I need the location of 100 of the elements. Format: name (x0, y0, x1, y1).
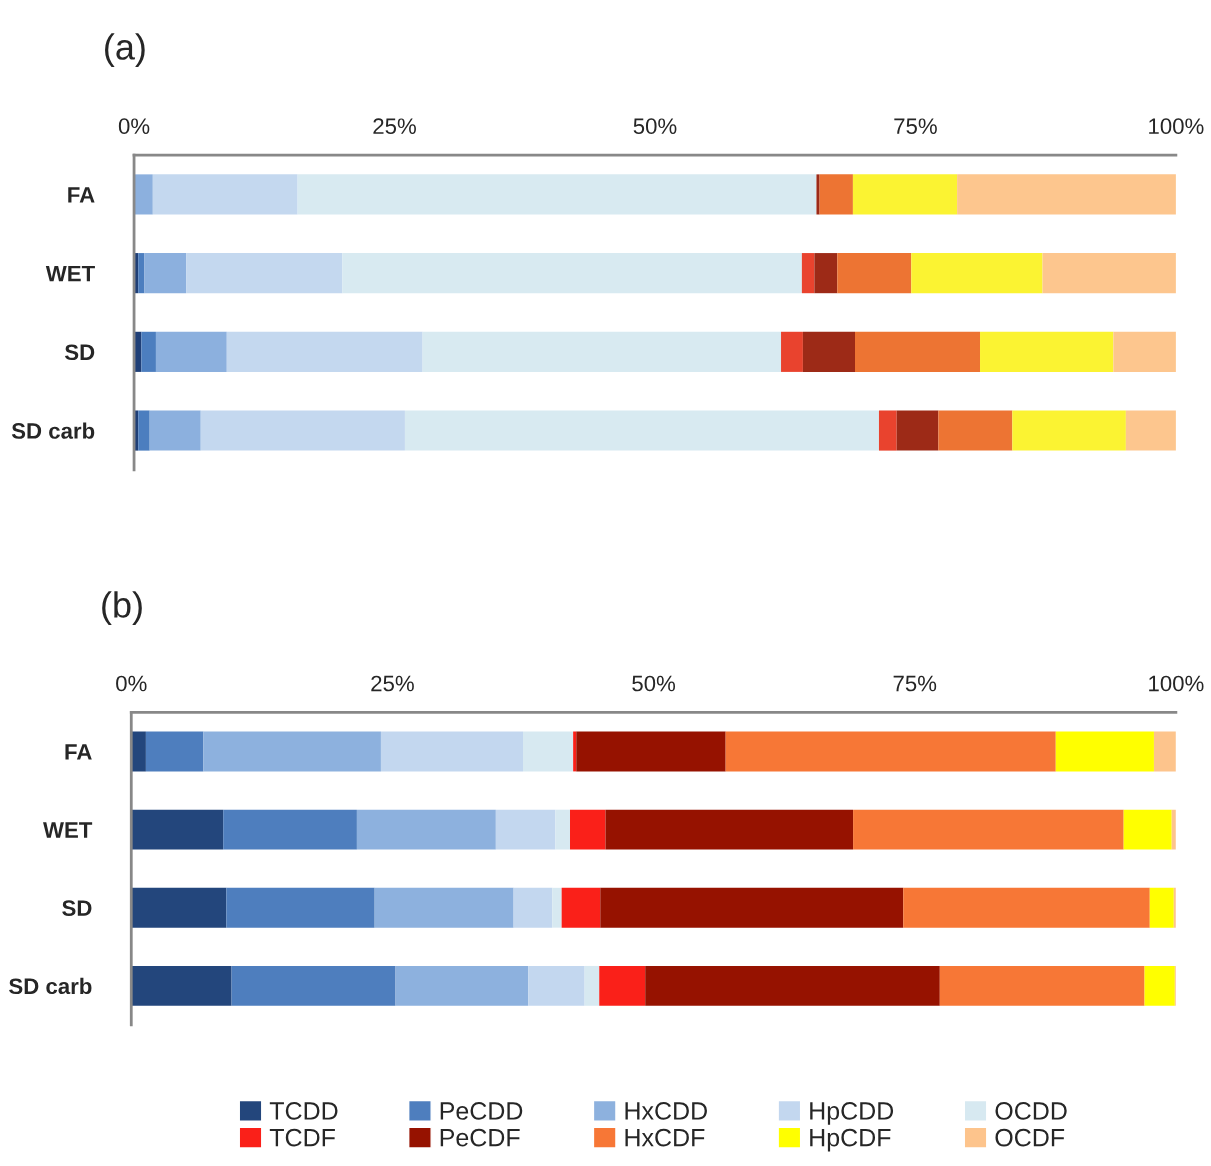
bar (561, 887, 601, 928)
y-tick-label: SD carb (9, 977, 92, 995)
chart-title: (a) (105, 33, 145, 67)
bar (573, 731, 577, 772)
legend-label: OCDF (995, 1128, 1065, 1147)
legend-label: TCDF (269, 1128, 335, 1147)
chart-title: (b) (102, 591, 142, 625)
x-tick-label: 75% (894, 118, 937, 135)
bar (144, 253, 187, 294)
bar (878, 410, 897, 451)
bar (801, 253, 815, 294)
x-tick-label: 100% (1149, 118, 1204, 135)
bar (584, 965, 600, 1006)
x-tick-label: 50% (633, 118, 677, 135)
bar (781, 331, 803, 372)
bar (356, 809, 496, 850)
legend-label: PeCDD (440, 1102, 523, 1120)
x-tick-label: 50% (632, 675, 676, 692)
bar (576, 731, 726, 772)
legend-label: TCDD (269, 1102, 338, 1120)
bar (380, 731, 523, 772)
bar (570, 809, 606, 850)
bar (155, 331, 227, 372)
bar (1149, 887, 1174, 928)
legend-label: HxCDD (625, 1102, 707, 1120)
bar (138, 253, 145, 294)
x-tick-label: 100% (1149, 675, 1204, 692)
bar (980, 331, 1114, 372)
bar (1012, 410, 1126, 451)
bar (853, 809, 1124, 850)
bar (896, 410, 939, 451)
bar (203, 731, 381, 772)
x-tick-label: 0% (116, 675, 147, 692)
bar (939, 965, 1145, 1006)
x-tick-label: 75% (893, 675, 937, 692)
bar (599, 965, 646, 1006)
legend-label: HxCDF (625, 1128, 705, 1147)
bar (837, 253, 912, 294)
x-tick-label: 25% (371, 675, 414, 692)
y-tick-label: WET (45, 265, 95, 282)
bar (395, 965, 529, 1006)
bar (523, 731, 574, 772)
legend-label: PeCDF (440, 1128, 520, 1147)
y-tick-label: SD carb (11, 422, 95, 439)
legend-label: HpCDD (810, 1102, 894, 1125)
x-tick-label: 0% (118, 118, 150, 135)
bar (1123, 809, 1172, 850)
bar (1113, 331, 1176, 372)
bar (528, 965, 585, 1006)
bar (957, 174, 1176, 215)
x-tick-label: 25% (373, 118, 416, 135)
bar (814, 253, 838, 294)
bar (404, 410, 879, 451)
bar (134, 174, 153, 215)
bar (297, 174, 817, 215)
bar (226, 887, 375, 928)
bar (600, 887, 904, 928)
bar (1144, 965, 1175, 1006)
bar (802, 331, 855, 372)
legend-label: HpCDF (810, 1128, 891, 1152)
legend-label: OCDD (995, 1102, 1067, 1120)
bar (852, 174, 958, 215)
bar (152, 174, 298, 215)
bar (903, 887, 1150, 928)
bar (725, 731, 1056, 772)
bar (149, 410, 201, 451)
bar (1153, 731, 1176, 772)
bar (1055, 731, 1154, 772)
bar (145, 731, 204, 772)
bar (495, 809, 556, 850)
bar (1125, 410, 1176, 451)
bar (513, 887, 553, 928)
bar (138, 410, 150, 451)
bar (231, 965, 396, 1006)
y-tick-label: FA (65, 744, 92, 760)
y-tick-label: SD (64, 344, 95, 361)
bar (555, 809, 571, 850)
bar (422, 331, 782, 372)
bar (855, 331, 981, 372)
bar (141, 331, 156, 372)
y-tick-label: SD (62, 900, 92, 916)
bar (131, 809, 224, 850)
bar (911, 253, 1043, 294)
bar (1042, 253, 1176, 294)
bar (131, 887, 227, 928)
bar (816, 174, 820, 215)
bar (223, 809, 357, 850)
bar (200, 410, 405, 451)
bar (938, 410, 1013, 451)
bar (645, 965, 940, 1006)
bar (552, 887, 562, 928)
bar (226, 331, 423, 372)
bar (342, 253, 802, 294)
y-tick-label: FA (68, 187, 95, 203)
bar (819, 174, 853, 215)
bar (131, 965, 232, 1006)
bar (186, 253, 343, 294)
bar (374, 887, 514, 928)
y-tick-label: WET (43, 822, 93, 838)
bar (605, 809, 854, 850)
